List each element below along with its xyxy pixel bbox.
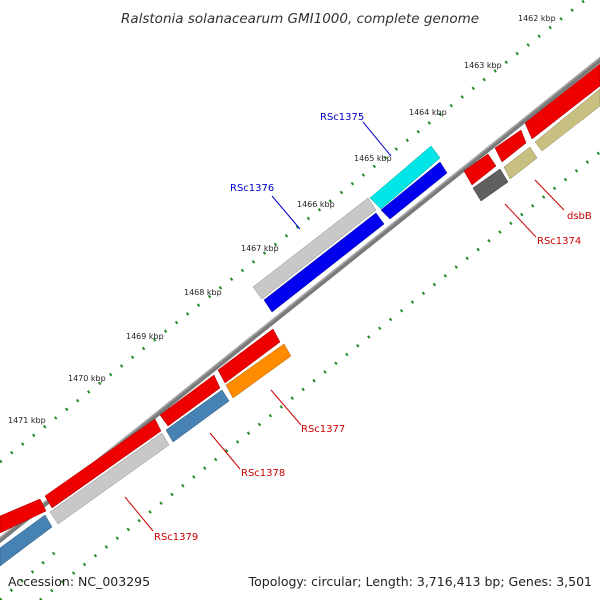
tick-label: 1462 kbp — [518, 14, 556, 23]
genome-summary-text: Topology: circular; Length: 3,716,413 bp… — [248, 574, 592, 589]
tick-label: 1465 kbp — [354, 154, 392, 163]
cds-blue-feature[interactable] — [380, 161, 448, 220]
tick-label: 1467 kbp — [241, 244, 279, 253]
tick-label: 1463 kbp — [464, 61, 502, 70]
cds-red-feature[interactable] — [524, 63, 600, 140]
cds-red-feature[interactable] — [0, 498, 47, 534]
gene-label-rsc1379[interactable]: RSc1379 — [154, 532, 198, 543]
tick-label: 1470 kbp — [68, 374, 106, 383]
leader-line-rsc1375 — [362, 121, 392, 157]
tick-label: 1469 kbp — [126, 332, 164, 341]
gene-label-rsc1377[interactable]: RSc1377 — [301, 424, 345, 435]
cds-red-feature[interactable] — [159, 374, 221, 427]
leader-line-dsbb — [534, 179, 565, 211]
leader-lines — [124, 121, 565, 532]
map-title: Ralstonia solanacearum GMI1000, complete… — [121, 11, 479, 27]
gene-label-rsc1374[interactable]: RSc1374 — [537, 236, 581, 247]
cds-khaki-feature[interactable] — [503, 146, 538, 180]
cds-rsc1374-feature[interactable] — [472, 168, 509, 202]
tick-label: 1464 kbp — [409, 108, 447, 117]
cds-steel-feature[interactable] — [0, 514, 53, 567]
gene-label-rsc1375[interactable]: RSc1375 — [320, 112, 364, 123]
tick-labels: 1462 kbp 1463 kbp 1464 kbp 1465 kbp 1466… — [8, 14, 556, 425]
leader-line-rsc1379 — [124, 496, 154, 532]
tick-label: 1466 kbp — [297, 200, 335, 209]
gene-label-rsc1376[interactable]: RSc1376 — [230, 183, 274, 194]
leader-line-rsc1377 — [270, 389, 302, 426]
cds-rsc1376-feature[interactable] — [252, 197, 377, 300]
cds-red-feature[interactable] — [217, 328, 281, 384]
tick-label: 1471 kbp — [8, 416, 46, 425]
gene-label-rsc1378[interactable]: RSc1378 — [241, 468, 285, 479]
cds-rsc1379-feature[interactable] — [49, 432, 170, 525]
cds-rsc1377-feature[interactable] — [225, 343, 292, 399]
cds-dsbb-feature[interactable] — [534, 88, 600, 152]
leader-line-rsc1378 — [209, 432, 241, 470]
cds-red-feature[interactable] — [494, 129, 527, 163]
cds-red-feature[interactable] — [463, 153, 497, 186]
leader-line-rsc1374 — [504, 203, 537, 238]
tick-label: 1468 kbp — [184, 288, 222, 297]
accession-text: Accession: NC_003295 — [8, 574, 150, 589]
cds-rsc1375-feature[interactable] — [369, 145, 441, 210]
cds-rsc1378-feature[interactable] — [165, 389, 230, 443]
cds-blue-feature[interactable] — [263, 212, 385, 313]
cds-red-feature[interactable] — [44, 418, 162, 509]
gene-label-dsbb[interactable]: dsbB — [567, 211, 592, 222]
inner-tick-track — [39, 150, 600, 602]
leader-line-rsc1376 — [271, 195, 301, 230]
